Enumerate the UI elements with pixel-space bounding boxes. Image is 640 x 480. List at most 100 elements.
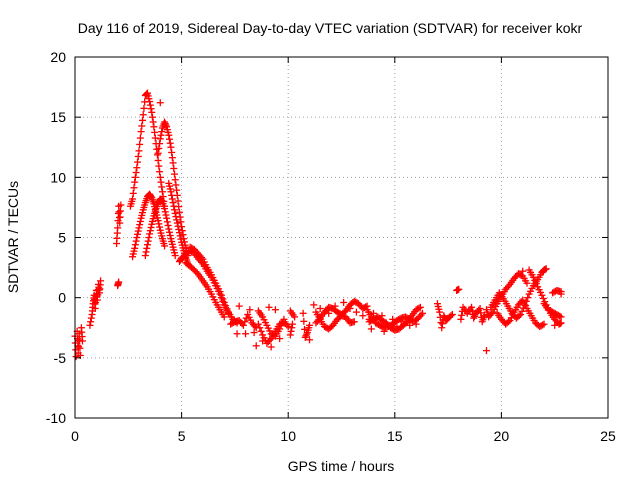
data-point [151, 207, 159, 215]
data-point [552, 317, 560, 325]
data-point [266, 327, 274, 335]
x-tick-label: 20 [494, 428, 510, 444]
data-point [440, 312, 448, 320]
data-point [251, 322, 259, 330]
data-point [373, 320, 381, 328]
data-point [305, 324, 313, 332]
data-point [412, 320, 420, 328]
data-point [192, 247, 200, 255]
data-point [550, 309, 558, 317]
data-point [139, 209, 147, 217]
data-point [438, 320, 446, 328]
x-tick-label: 10 [280, 428, 296, 444]
data-point [188, 244, 196, 252]
data-point [252, 342, 260, 350]
data-point [406, 314, 414, 322]
data-point [457, 315, 465, 323]
data-point [154, 156, 162, 164]
data-point [117, 201, 125, 209]
data-point [158, 232, 166, 240]
data-point [179, 244, 187, 252]
data-point [168, 191, 176, 199]
data-point [319, 310, 327, 318]
data-point [156, 99, 164, 107]
data-point [414, 305, 422, 313]
data-point [139, 111, 147, 119]
data-point [91, 300, 99, 308]
data-point [367, 317, 375, 325]
data-point [156, 140, 164, 148]
data-point [411, 317, 419, 325]
data-point [435, 305, 443, 313]
data-point [163, 218, 171, 226]
x-tick-label: 25 [600, 428, 616, 444]
data-point [135, 147, 143, 155]
data-point [241, 318, 249, 326]
data-point [170, 170, 178, 178]
data-point [116, 213, 124, 221]
data-point [502, 300, 510, 308]
data-point [178, 227, 186, 235]
data-point [173, 186, 181, 194]
data-point [352, 308, 360, 316]
data-point [256, 324, 264, 332]
data-point [145, 95, 153, 103]
data-point [169, 199, 177, 207]
data-point [179, 253, 187, 261]
y-tick-label: 0 [58, 290, 66, 306]
data-point [163, 214, 171, 222]
data-point [76, 344, 84, 352]
x-tick-label: 5 [178, 428, 186, 444]
data-point [377, 322, 385, 330]
data-point [515, 312, 523, 320]
data-point [279, 319, 287, 327]
data-point [146, 101, 154, 109]
data-point [168, 240, 176, 248]
data-point [233, 330, 241, 338]
y-tick-label: -10 [46, 410, 66, 426]
data-point [366, 311, 374, 319]
data-point [169, 159, 177, 167]
data-point [183, 260, 191, 268]
data-point [95, 286, 103, 294]
data-point [505, 318, 513, 326]
data-point [96, 281, 104, 289]
data-point [131, 173, 139, 181]
data-point [283, 321, 291, 329]
data-point [554, 311, 562, 319]
y-tick-label: -5 [54, 350, 67, 366]
data-point [556, 319, 564, 327]
data-point [257, 311, 265, 319]
data-point [223, 305, 231, 313]
data-point [170, 249, 178, 257]
y-tick-label: 20 [50, 49, 66, 65]
data-point [173, 216, 181, 224]
data-point [143, 244, 151, 252]
data-point [219, 295, 227, 303]
data-point [87, 318, 95, 326]
data-point [447, 312, 455, 320]
data-point [136, 134, 144, 142]
plot-frame [74, 56, 609, 419]
data-point [384, 321, 392, 329]
data-point [192, 268, 200, 276]
data-point [157, 131, 165, 139]
data-point [114, 279, 122, 287]
data-point [388, 325, 396, 333]
data-point [92, 298, 100, 306]
data-point [197, 275, 205, 283]
data-point [151, 128, 159, 136]
data-point [416, 313, 424, 321]
data-point [315, 316, 323, 324]
data-point [171, 209, 179, 217]
data-point [86, 321, 94, 329]
data-point [250, 329, 258, 337]
data-point [166, 231, 174, 239]
data-point [302, 332, 310, 340]
data-point [549, 313, 557, 321]
data-point [158, 183, 166, 191]
data-point [151, 134, 159, 142]
data-point [220, 298, 228, 306]
data-point [288, 320, 296, 328]
data-point [175, 225, 183, 233]
